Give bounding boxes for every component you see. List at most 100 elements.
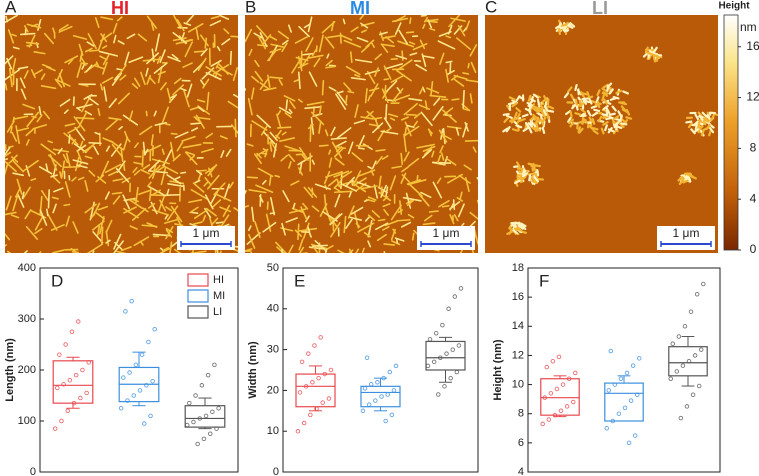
fibril: [343, 39, 362, 48]
data-point: [628, 398, 634, 403]
data-point: [391, 388, 397, 393]
fibril: [254, 221, 261, 238]
fibril: [431, 161, 446, 166]
aggregate: [574, 112, 582, 116]
fibril: [371, 210, 380, 218]
aggregate: [527, 100, 533, 107]
fibril: [275, 129, 282, 139]
fibril: [420, 191, 432, 199]
fibril: [197, 106, 205, 113]
fibril: [192, 221, 203, 225]
aggregate: [528, 126, 533, 134]
data-point: [57, 352, 62, 357]
fibril: [326, 53, 330, 59]
aggregate: [677, 176, 684, 182]
fibril: [126, 33, 136, 40]
data-point: [318, 335, 323, 340]
fibril: [405, 192, 412, 209]
data-point: [700, 281, 706, 287]
data-point: [624, 370, 630, 376]
fibril: [141, 224, 158, 228]
fibril: [188, 198, 203, 204]
aggregate: [597, 115, 603, 123]
fibril: [229, 50, 232, 66]
aggregate: [571, 103, 577, 110]
fibril: [16, 178, 23, 195]
data-point: [65, 408, 71, 414]
fibril: [79, 55, 87, 66]
fibril: [406, 179, 422, 185]
data-point: [150, 378, 155, 384]
fibril: [5, 68, 21, 81]
fibril: [303, 186, 314, 198]
fibril: [354, 73, 361, 78]
fibril: [232, 93, 238, 99]
data-point: [306, 351, 311, 356]
aggregate: [582, 98, 588, 105]
fibril: [288, 108, 293, 114]
fibril: [172, 37, 187, 42]
fibril: [420, 111, 433, 127]
fibril: [373, 184, 379, 199]
fibril: [302, 202, 309, 210]
aggregate: [541, 110, 546, 118]
data-point: [199, 383, 205, 388]
y-tick-label: 300: [18, 313, 36, 325]
aggregate: [574, 98, 578, 106]
fibril: [392, 88, 404, 102]
fibril: [92, 231, 104, 244]
fibril: [166, 87, 172, 102]
aggregate: [708, 127, 715, 134]
fibril: [5, 15, 18, 24]
fibril: [318, 144, 329, 147]
aggregate: [527, 108, 533, 116]
fibril: [58, 25, 73, 33]
fibril: [254, 70, 264, 82]
panel-label: HI: [111, 0, 129, 18]
fibril: [166, 174, 182, 185]
fibril: [34, 228, 43, 235]
data-point: [688, 309, 694, 314]
fibril: [76, 150, 82, 161]
panel-label: MI: [350, 0, 370, 18]
fibril: [233, 207, 238, 212]
fibril: [159, 247, 171, 253]
fibril: [62, 165, 80, 169]
aggregate: [515, 161, 521, 168]
fibril: [215, 221, 225, 224]
fibril: [223, 183, 230, 200]
fibril: [274, 174, 281, 178]
fibril: [153, 62, 168, 74]
aggregate: [542, 109, 548, 116]
fibril: [367, 214, 376, 222]
fibril: [457, 25, 466, 37]
fibril: [298, 147, 309, 161]
fibril: [7, 29, 15, 44]
aggregate: [701, 111, 708, 118]
fibril: [453, 74, 468, 80]
fibril: [134, 142, 139, 149]
y-tick-label: 50: [267, 262, 279, 274]
fibril: [380, 43, 395, 48]
fibril: [90, 209, 97, 220]
plot-frame: [282, 267, 479, 473]
aggregate: [531, 180, 539, 184]
fibril: [183, 22, 192, 26]
fibril: [431, 150, 435, 158]
fibril: [30, 177, 37, 182]
fibril: [105, 230, 110, 247]
fibril: [117, 40, 125, 45]
fibril: [445, 60, 453, 64]
fibril: [329, 213, 343, 226]
fibril: [25, 139, 30, 146]
fibril: [385, 103, 388, 121]
fibril: [429, 27, 436, 31]
aggregate: [559, 26, 567, 30]
data-point: [52, 426, 58, 431]
fibril: [355, 248, 360, 253]
data-point: [684, 404, 690, 409]
aggregate: [521, 172, 529, 178]
fibril: [283, 95, 296, 102]
colorbar: [723, 14, 739, 251]
aggregate: [518, 117, 526, 122]
